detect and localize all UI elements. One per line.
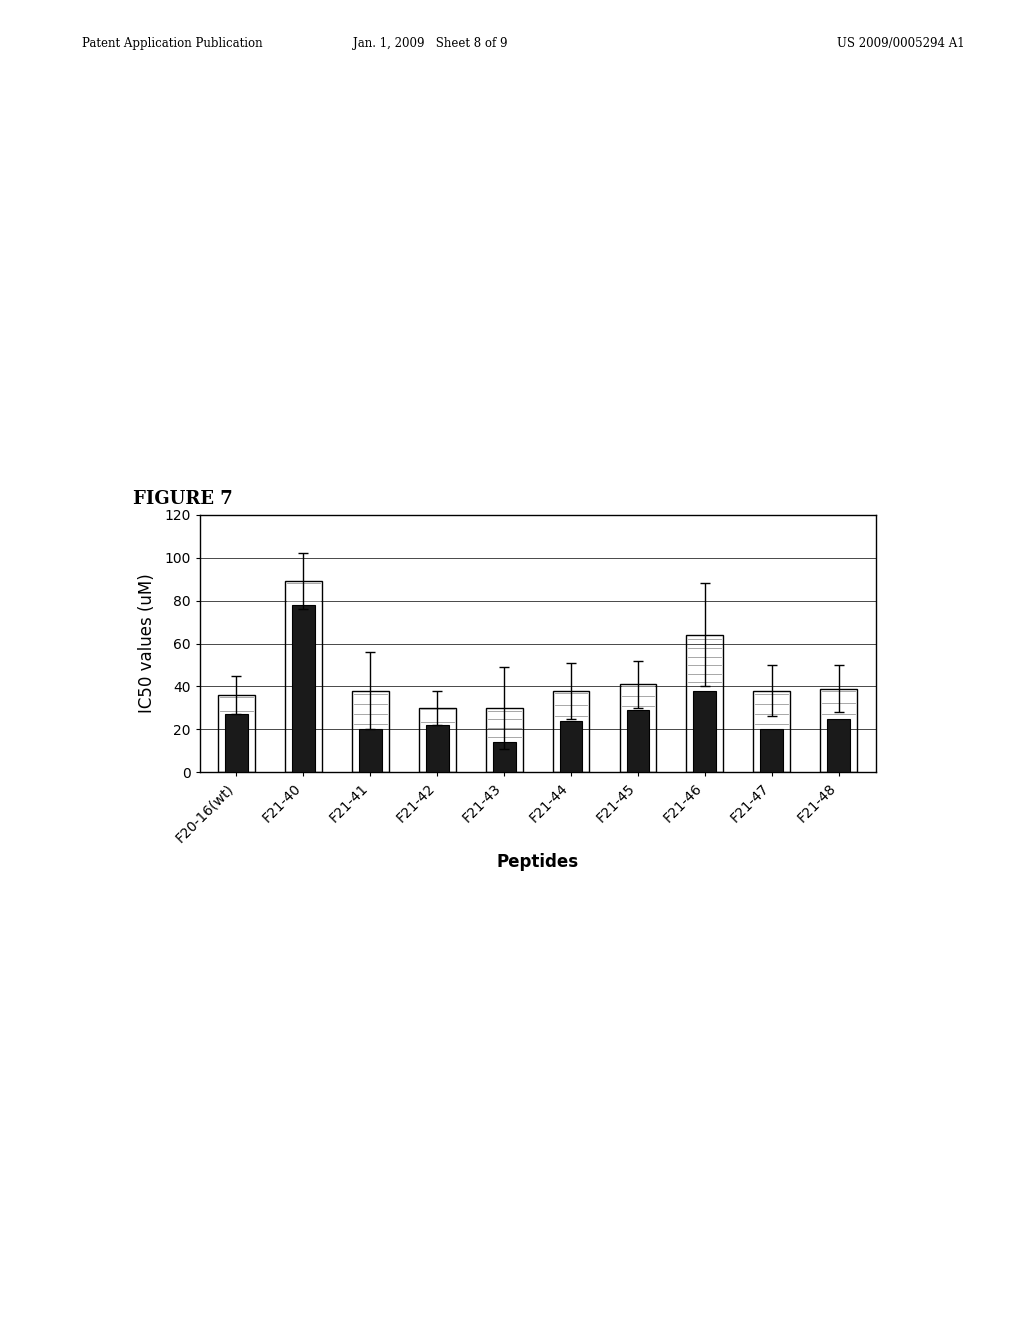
Bar: [560, 721, 583, 772]
Bar: [627, 710, 649, 772]
Bar: [285, 581, 322, 772]
Bar: [620, 684, 656, 772]
Text: Patent Application Publication: Patent Application Publication: [82, 37, 262, 50]
Bar: [761, 729, 783, 772]
Bar: [218, 694, 255, 772]
X-axis label: Peptides: Peptides: [497, 853, 579, 871]
Bar: [485, 708, 522, 772]
Bar: [827, 718, 850, 772]
Text: FIGURE 7: FIGURE 7: [133, 490, 232, 508]
Bar: [686, 635, 723, 772]
Bar: [820, 689, 857, 772]
Text: US 2009/0005294 A1: US 2009/0005294 A1: [838, 37, 965, 50]
Y-axis label: IC50 values (uM): IC50 values (uM): [138, 574, 156, 713]
Bar: [292, 605, 314, 772]
Bar: [426, 725, 449, 772]
Bar: [493, 742, 515, 772]
Bar: [754, 690, 791, 772]
Bar: [693, 690, 717, 772]
Bar: [225, 714, 248, 772]
Bar: [419, 708, 456, 772]
Bar: [553, 690, 590, 772]
Text: Jan. 1, 2009   Sheet 8 of 9: Jan. 1, 2009 Sheet 8 of 9: [353, 37, 507, 50]
Bar: [352, 690, 389, 772]
Bar: [358, 729, 382, 772]
